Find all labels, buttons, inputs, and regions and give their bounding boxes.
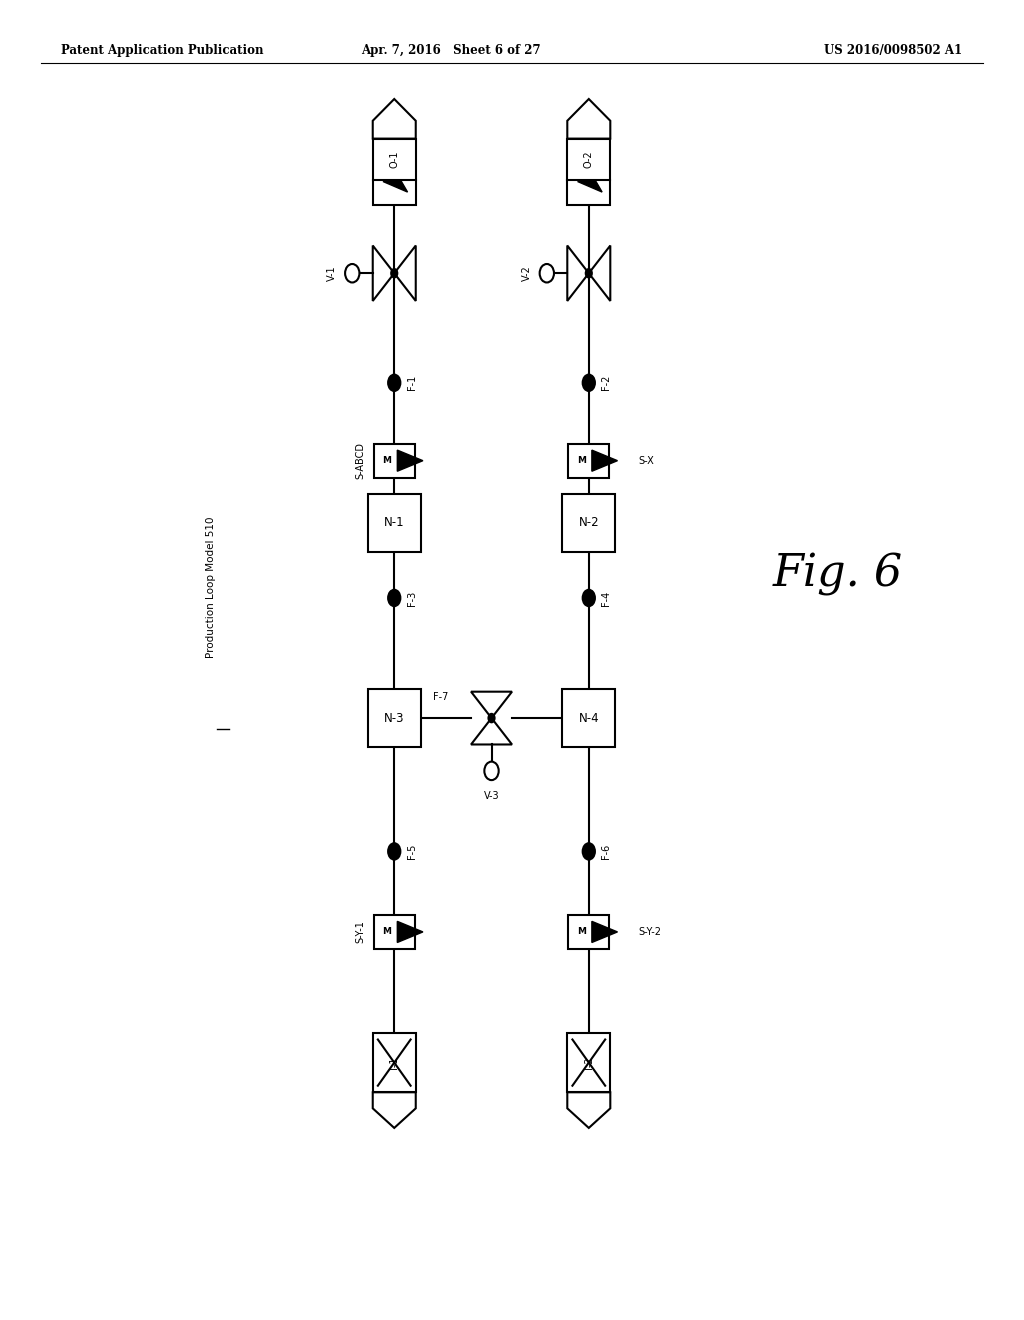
Text: M: M <box>578 928 586 936</box>
Polygon shape <box>383 181 408 191</box>
Circle shape <box>387 374 401 392</box>
Circle shape <box>582 842 596 861</box>
Polygon shape <box>592 450 617 471</box>
Bar <box>368 494 421 552</box>
Text: I-2: I-2 <box>584 1056 594 1069</box>
Text: N-1: N-1 <box>384 516 404 529</box>
Text: Production Loop Model 510: Production Loop Model 510 <box>206 516 216 659</box>
Polygon shape <box>373 99 416 139</box>
Text: S-X: S-X <box>638 455 653 466</box>
Bar <box>373 1032 416 1093</box>
Text: US 2016/0098502 A1: US 2016/0098502 A1 <box>824 44 963 57</box>
Circle shape <box>582 374 596 392</box>
Text: I-1: I-1 <box>389 1056 399 1069</box>
Text: V-2: V-2 <box>521 265 531 281</box>
Bar <box>568 444 609 478</box>
Polygon shape <box>471 718 512 744</box>
Bar <box>373 139 416 205</box>
Bar <box>374 444 415 478</box>
Circle shape <box>387 589 401 607</box>
Polygon shape <box>567 246 589 301</box>
Polygon shape <box>471 692 512 718</box>
Text: Apr. 7, 2016   Sheet 6 of 27: Apr. 7, 2016 Sheet 6 of 27 <box>360 44 541 57</box>
Text: Fig. 6: Fig. 6 <box>773 553 903 595</box>
Text: O-1: O-1 <box>389 150 399 168</box>
Circle shape <box>487 713 496 723</box>
Polygon shape <box>394 246 416 301</box>
Text: N-4: N-4 <box>579 711 599 725</box>
Bar <box>562 689 615 747</box>
Text: F-7: F-7 <box>433 692 449 702</box>
Bar <box>568 915 609 949</box>
Text: M: M <box>383 928 391 936</box>
Circle shape <box>345 264 359 282</box>
Bar <box>567 139 610 205</box>
Circle shape <box>484 762 499 780</box>
Polygon shape <box>397 921 423 942</box>
Polygon shape <box>592 921 617 942</box>
Bar <box>567 1032 610 1093</box>
Text: M: M <box>383 457 391 465</box>
Text: F-1: F-1 <box>407 375 417 391</box>
Bar <box>562 494 615 552</box>
Circle shape <box>387 842 401 861</box>
Polygon shape <box>373 1093 416 1127</box>
Polygon shape <box>567 99 610 139</box>
Text: F-5: F-5 <box>407 843 417 859</box>
Text: F-4: F-4 <box>601 590 611 606</box>
Circle shape <box>390 268 398 279</box>
Polygon shape <box>567 1093 610 1127</box>
Text: F-3: F-3 <box>407 590 417 606</box>
Text: N-3: N-3 <box>384 711 404 725</box>
Bar <box>374 915 415 949</box>
Circle shape <box>582 589 596 607</box>
Circle shape <box>585 268 593 279</box>
Text: F-6: F-6 <box>601 843 611 859</box>
Circle shape <box>540 264 554 282</box>
Text: S-Y-2: S-Y-2 <box>638 927 660 937</box>
Bar <box>368 689 421 747</box>
Text: V-1: V-1 <box>327 265 337 281</box>
Text: N-2: N-2 <box>579 516 599 529</box>
Text: V-3: V-3 <box>483 791 500 801</box>
Text: M: M <box>578 457 586 465</box>
Polygon shape <box>578 181 602 191</box>
Polygon shape <box>589 246 610 301</box>
Polygon shape <box>373 246 394 301</box>
Text: F-2: F-2 <box>601 375 611 391</box>
Text: S-ABCD: S-ABCD <box>355 442 366 479</box>
Text: Patent Application Publication: Patent Application Publication <box>61 44 264 57</box>
Polygon shape <box>397 450 423 471</box>
Text: O-2: O-2 <box>584 150 594 168</box>
Text: S-Y-1: S-Y-1 <box>355 920 366 944</box>
